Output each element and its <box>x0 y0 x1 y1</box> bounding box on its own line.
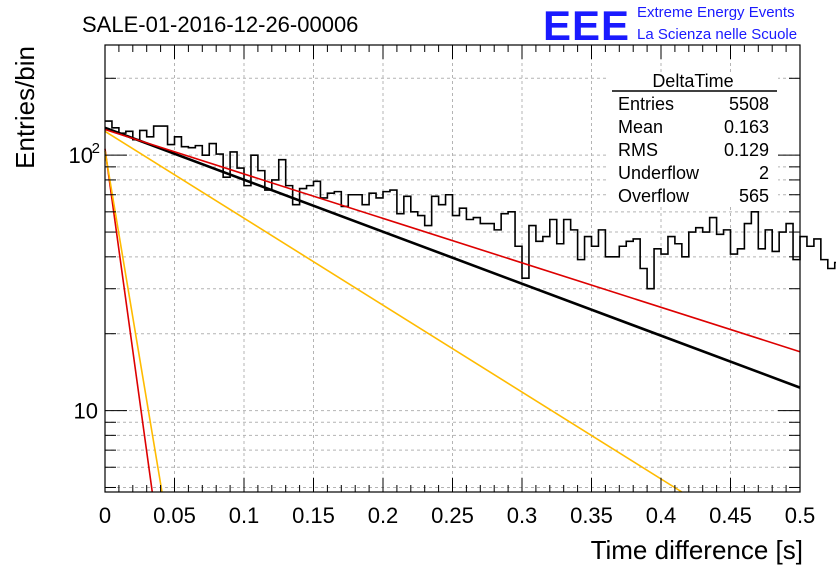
stats-label-underflow: Underflow <box>618 163 700 183</box>
x-tick-label: 0.15 <box>292 503 335 528</box>
run-title: SALE-01-2016-12-26-00006 <box>82 12 358 37</box>
y-axis-title: Entries/bin <box>10 46 40 169</box>
y-tick-exponent: 2 <box>92 140 100 157</box>
fit-curves <box>104 126 801 493</box>
stats-value-overflow: 565 <box>739 186 769 206</box>
fit-curve-total_fit <box>104 126 801 389</box>
logo-line-2: La Scienza nelle Scuole <box>637 26 797 43</box>
stats-label-entries: Entries <box>618 94 674 114</box>
histogram-steps <box>105 120 836 290</box>
x-tick-label: 0.25 <box>431 503 474 528</box>
stats-value-mean: 0.163 <box>724 117 769 137</box>
histogram <box>105 120 836 290</box>
fit-curve-fast_component <box>104 150 163 493</box>
fit-curve-slow_component <box>104 128 801 353</box>
x-axis-title: Time difference [s] <box>591 535 803 565</box>
stats-label-overflow: Overflow <box>618 186 690 206</box>
stats-value-underflow: 2 <box>759 163 769 183</box>
x-tick-label: 0.05 <box>153 503 196 528</box>
x-tick-labels: 0 0.05 0.1 0.15 0.2 0.25 0.3 0.35 0.4 0.45 0.5 <box>99 503 815 528</box>
x-tick-label: 0.5 <box>785 503 816 528</box>
y-tick-label: 10 <box>69 143 93 168</box>
stats-box-background <box>608 72 778 207</box>
x-tick-label: 0.4 <box>646 503 677 528</box>
stats-box: DeltaTime Entries 5508 Mean 0.163 RMS 0.… <box>608 71 778 207</box>
stats-label-mean: Mean <box>618 117 663 137</box>
logo-mark: EEE <box>543 2 630 49</box>
fit-curve-fast_component <box>104 148 154 493</box>
x-tick-label: 0.2 <box>368 503 399 528</box>
x-tick-label: 0.35 <box>570 503 613 528</box>
stats-value-rms: 0.129 <box>724 140 769 160</box>
x-tick-label: 0.3 <box>507 503 538 528</box>
y-tick-label: 10 <box>74 399 98 424</box>
stats-box-name: DeltaTime <box>652 71 733 91</box>
logo-line-1: Extreme Energy Events <box>637 4 795 21</box>
stats-value-entries: 5508 <box>729 94 769 114</box>
x-tick-label: 0.1 <box>229 503 260 528</box>
fit-curve-slow_component <box>104 130 683 493</box>
x-tick-label: 0.45 <box>709 503 752 528</box>
x-tick-label: 0 <box>99 503 111 528</box>
eee-logo: EEE Extreme Energy Events La Scienza nel… <box>543 2 797 49</box>
axis-ticks <box>104 45 801 492</box>
stats-label-rms: RMS <box>618 140 658 160</box>
